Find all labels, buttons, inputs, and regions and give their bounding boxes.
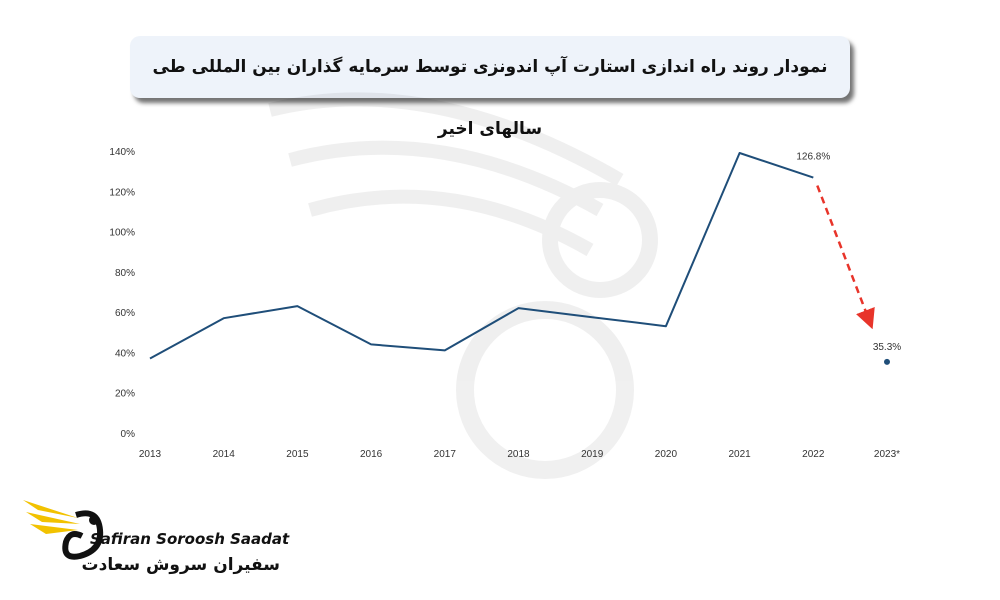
forecast-point — [884, 358, 890, 365]
y-tick-label: 80% — [115, 268, 135, 279]
x-tick-label: 2019 — [581, 449, 604, 460]
series-line — [149, 152, 814, 360]
y-tick-label: 60% — [115, 308, 135, 319]
y-tick-label: 140% — [109, 147, 135, 158]
chart-title: نمودار روند راه اندازی استارت آپ اندونزی… — [152, 57, 828, 139]
watermark-logo — [268, 92, 658, 479]
x-tick-label: 2015 — [286, 449, 309, 460]
y-tick-label: 20% — [115, 389, 135, 400]
x-tick-label: 2023* — [874, 449, 900, 460]
data-label: 35.3% — [873, 342, 901, 353]
logo-wing-3 — [30, 524, 78, 534]
data-label: 126.8% — [796, 152, 830, 163]
logo-wing-1 — [23, 500, 78, 518]
company-logo — [23, 500, 104, 560]
brand-name-fa: سفیران سروش سعادت — [81, 555, 280, 575]
y-tick-label: 100% — [109, 228, 135, 239]
logo-wing-2 — [26, 512, 80, 524]
x-tick-label: 2022 — [802, 449, 825, 460]
x-tick-label: 2013 — [139, 449, 162, 460]
trend-arrow — [816, 185, 875, 330]
x-tick-label: 2020 — [655, 449, 678, 460]
x-tick-label: 2016 — [360, 449, 383, 460]
x-tick-label: 2017 — [434, 449, 457, 460]
y-tick-label: 120% — [109, 187, 135, 198]
y-tick-label: 40% — [115, 348, 135, 359]
brand-name-en: Safiran Soroosh Saadat — [90, 530, 290, 548]
x-tick-label: 2021 — [728, 449, 751, 460]
y-tick-label: 0% — [121, 429, 136, 440]
chart-title-box: نمودار روند راه اندازی استارت آپ اندونزی… — [130, 36, 850, 139]
logo-head — [89, 515, 99, 525]
x-tick-label: 2018 — [507, 449, 530, 460]
x-tick-label: 2014 — [213, 449, 236, 460]
